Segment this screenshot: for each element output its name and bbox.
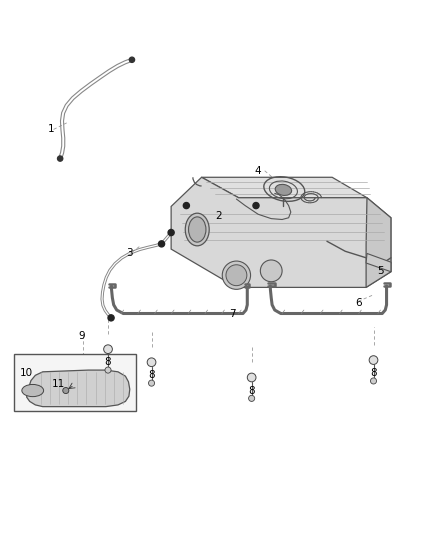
Circle shape <box>147 358 156 367</box>
Circle shape <box>247 373 256 382</box>
Circle shape <box>108 315 114 321</box>
Text: 7: 7 <box>229 309 235 319</box>
Circle shape <box>63 387 69 393</box>
Text: 1: 1 <box>48 124 55 134</box>
Ellipse shape <box>185 213 209 246</box>
Text: 8: 8 <box>148 370 155 381</box>
Text: 11: 11 <box>51 379 64 389</box>
Circle shape <box>148 380 155 386</box>
Text: 5: 5 <box>377 266 383 276</box>
Text: 6: 6 <box>355 298 362 309</box>
Ellipse shape <box>22 384 44 397</box>
Circle shape <box>57 156 63 161</box>
Circle shape <box>253 203 259 208</box>
Text: 8: 8 <box>248 385 255 395</box>
Polygon shape <box>171 177 391 287</box>
Circle shape <box>105 367 111 373</box>
Polygon shape <box>366 254 391 272</box>
Ellipse shape <box>226 265 247 286</box>
Text: 3: 3 <box>127 248 133 259</box>
Ellipse shape <box>188 217 206 242</box>
Text: 8: 8 <box>105 357 111 367</box>
Polygon shape <box>366 198 391 287</box>
Circle shape <box>129 57 134 62</box>
Circle shape <box>369 356 378 365</box>
Circle shape <box>168 230 174 236</box>
Text: 8: 8 <box>370 368 377 378</box>
Circle shape <box>371 378 377 384</box>
Circle shape <box>249 395 254 401</box>
Text: 9: 9 <box>78 331 85 341</box>
Ellipse shape <box>275 184 292 196</box>
Ellipse shape <box>260 260 282 282</box>
Text: 10: 10 <box>20 368 33 378</box>
Circle shape <box>159 241 165 247</box>
Polygon shape <box>14 353 136 411</box>
Text: 4: 4 <box>255 166 261 176</box>
Polygon shape <box>201 177 367 198</box>
Ellipse shape <box>222 261 251 289</box>
Circle shape <box>184 203 189 208</box>
Text: 2: 2 <box>215 212 223 221</box>
Polygon shape <box>27 370 130 407</box>
Circle shape <box>104 345 113 353</box>
